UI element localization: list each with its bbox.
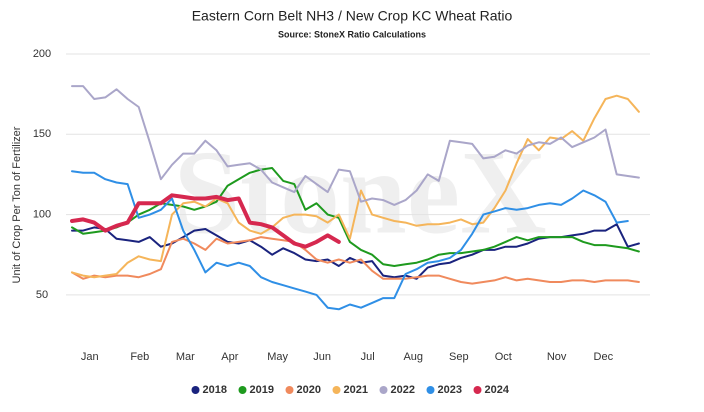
x-tick-label: Dec [594, 351, 614, 363]
series-line [71, 170, 629, 311]
legend-label: 2023 [438, 384, 462, 396]
legend-label: 2018 [203, 384, 227, 396]
x-tick-label: Sep [449, 351, 469, 363]
x-tick-label: Jul [361, 351, 375, 363]
legend-label: 2019 [250, 384, 274, 396]
y-tick-label: 150 [33, 128, 51, 140]
chart-title: Eastern Corn Belt NH3 / New Crop KC Whea… [192, 8, 513, 24]
legend-label: 2021 [344, 384, 368, 396]
legend-marker [379, 386, 388, 394]
x-tick-label: Apr [221, 351, 238, 363]
legend-marker [426, 386, 435, 394]
series-line [70, 193, 341, 249]
x-tick-label: Jun [313, 351, 331, 363]
legend-marker [191, 386, 200, 394]
legend-marker [238, 386, 247, 394]
y-tick-label: 100 [33, 208, 51, 220]
legend-label: 2020 [297, 384, 321, 396]
legend-marker [285, 386, 294, 394]
chart-subtitle: Source: StoneX Ratio Calculations [278, 29, 426, 39]
legend-marker [332, 386, 341, 394]
x-tick-label: Nov [547, 351, 567, 363]
y-tick-label: 50 [36, 289, 48, 301]
series-line [71, 85, 640, 206]
y-tick-label: 200 [33, 48, 51, 60]
x-tick-label: Oct [495, 351, 512, 363]
x-tick-label: Mar [176, 351, 195, 363]
legend-label: 2024 [485, 384, 510, 396]
x-tick-label: May [267, 351, 288, 363]
legend-marker [473, 386, 482, 394]
y-axis-label: Unit of Crop Per Ton of Fertilizer [11, 126, 23, 283]
x-tick-label: Jan [81, 351, 99, 363]
x-tick-label: Feb [130, 351, 149, 363]
x-tick-label: Aug [403, 351, 423, 363]
legend-label: 2022 [391, 384, 415, 396]
series-line [71, 236, 640, 285]
